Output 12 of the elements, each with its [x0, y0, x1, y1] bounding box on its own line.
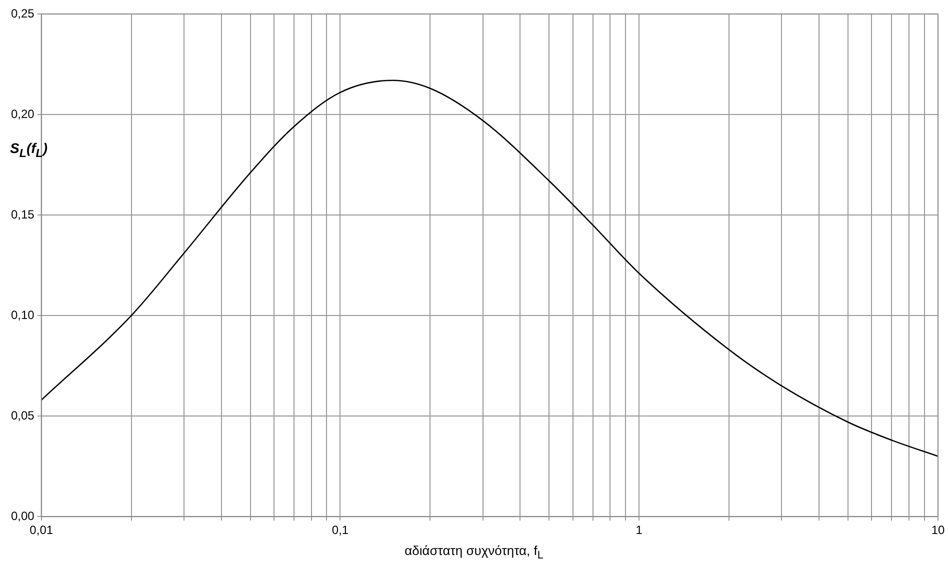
x-tick-label: 1 [636, 523, 643, 538]
y-tick-label: 0,10 [10, 308, 35, 322]
x-axis-title: αδιάστατη συχνότητα, f$_{L}$ [404, 543, 544, 562]
y-tick-label: 0,00 [10, 508, 35, 523]
y-tick-label: 0,15 [10, 207, 35, 222]
y-tick-label: 0,20 [10, 106, 35, 121]
y-tick-label: 0,05 [10, 408, 35, 422]
y-tick-label: 0,25 [10, 6, 35, 20]
y-axis-title: S$_{L}$(f$_{L}$) [10, 140, 48, 160]
x-tick-label: 10 [931, 523, 945, 538]
x-tick-label: 0,1 [332, 523, 349, 538]
x-tick-label: 0,01 [30, 523, 54, 538]
